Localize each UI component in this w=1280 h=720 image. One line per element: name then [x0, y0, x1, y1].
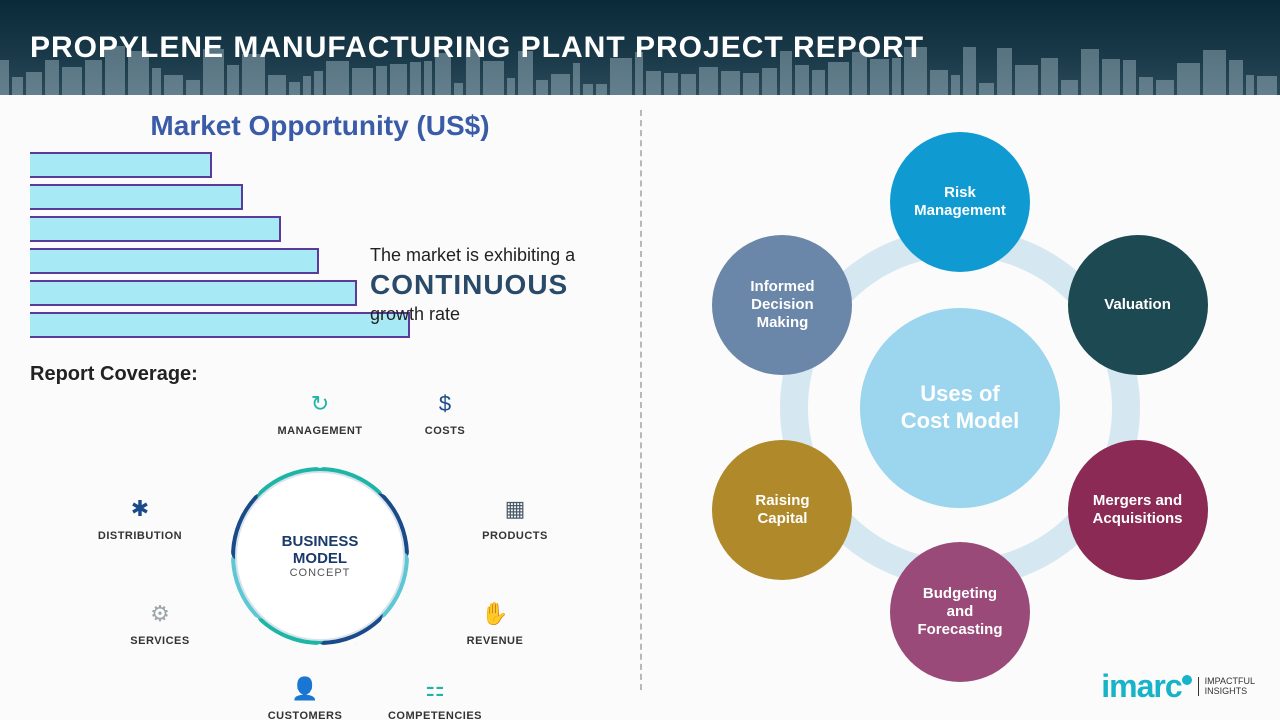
bm-item-label: PRODUCTS [460, 530, 570, 542]
bm-item: ▦ PRODUCTS [460, 491, 570, 542]
cost-model-node: InformedDecisionMaking [712, 235, 852, 375]
chart-bar [30, 216, 281, 242]
chart-bar [30, 280, 357, 306]
bm-item-label: MANAGEMENT [265, 425, 375, 437]
vertical-divider [640, 110, 642, 690]
bm-item-label: COMPETENCIES [380, 710, 490, 720]
bm-item: 👤 CUSTOMERS [250, 671, 360, 720]
business-model-diagram: BUSINESS MODEL CONCEPT ↻MANAGEMENT$COSTS… [80, 396, 560, 716]
logo-tag2: INSIGHTS [1205, 686, 1248, 696]
bm-item-label: CUSTOMERS [250, 710, 360, 720]
bm-item-label: SERVICES [105, 635, 215, 647]
logo-brand: imarc [1101, 668, 1181, 704]
chart-bar [30, 312, 410, 338]
chart-bar [30, 184, 243, 210]
market-bar-chart [30, 152, 410, 338]
logo-dot-icon [1182, 675, 1192, 685]
bm-item-icon: ▦ [497, 491, 533, 527]
bm-item-label: COSTS [390, 425, 500, 437]
cost-model-node: BudgetingandForecasting [890, 542, 1030, 682]
bm-item-icon: 👤 [287, 671, 323, 707]
bm-center-line2: MODEL [293, 550, 347, 567]
bm-item-icon: ✋ [477, 596, 513, 632]
business-model-center: BUSINESS MODEL CONCEPT [235, 471, 405, 641]
page-header: PROPYLENE MANUFACTURING PLANT PROJECT RE… [0, 0, 1280, 95]
bm-item-label: DISTRIBUTION [85, 530, 195, 542]
callout-line1: The market is exhibiting a [370, 245, 630, 266]
callout-line2: CONTINUOUS [370, 269, 630, 301]
logo-tagline: IMPACTFUL INSIGHTS [1198, 677, 1255, 697]
bm-item-icon: ⚙ [142, 596, 178, 632]
bm-item-icon: ⚏ [417, 671, 453, 707]
market-title: Market Opportunity (US$) [30, 110, 610, 142]
bm-item-icon: $ [427, 386, 463, 422]
chart-bar [30, 248, 319, 274]
cost-model-node: Mergers andAcquisitions [1068, 440, 1208, 580]
bm-item: ⚏ COMPETENCIES [380, 671, 490, 720]
cost-model-diagram: Uses ofCost Model RiskManagement Valuatio… [640, 95, 1280, 720]
cost-model-node: RiskManagement [890, 132, 1030, 272]
logo-tag1: IMPACTFUL [1205, 676, 1255, 686]
bm-item-icon: ↻ [302, 386, 338, 422]
cost-model-node: RaisingCapital [712, 440, 852, 580]
bm-center-line1: BUSINESS [282, 533, 359, 550]
hub-circle: Uses ofCost Model [860, 308, 1060, 508]
bm-item-icon: ✱ [122, 491, 158, 527]
bm-item: ↻ MANAGEMENT [265, 386, 375, 437]
bm-center-line3: CONCEPT [290, 567, 351, 579]
cost-model-node: Valuation [1068, 235, 1208, 375]
page: PROPYLENE MANUFACTURING PLANT PROJECT RE… [0, 0, 1280, 720]
callout-line3: growth rate [370, 304, 630, 325]
bm-item-label: REVENUE [440, 635, 550, 647]
bm-item: $ COSTS [390, 386, 500, 437]
growth-callout: The market is exhibiting a CONTINUOUS gr… [370, 245, 630, 325]
bm-item: ✋ REVENUE [440, 596, 550, 647]
bm-item: ✱ DISTRIBUTION [85, 491, 195, 542]
report-coverage-label: Report Coverage: [30, 363, 610, 386]
logo-text: imarc [1101, 668, 1191, 705]
right-panel: Uses ofCost Model RiskManagement Valuatio… [640, 95, 1280, 720]
left-panel: Market Opportunity (US$) The market is e… [0, 95, 640, 720]
chart-bar [30, 152, 212, 178]
brand-logo: imarc IMPACTFUL INSIGHTS [1101, 668, 1255, 705]
page-title: PROPYLENE MANUFACTURING PLANT PROJECT RE… [30, 31, 924, 65]
bm-item: ⚙ SERVICES [105, 596, 215, 647]
